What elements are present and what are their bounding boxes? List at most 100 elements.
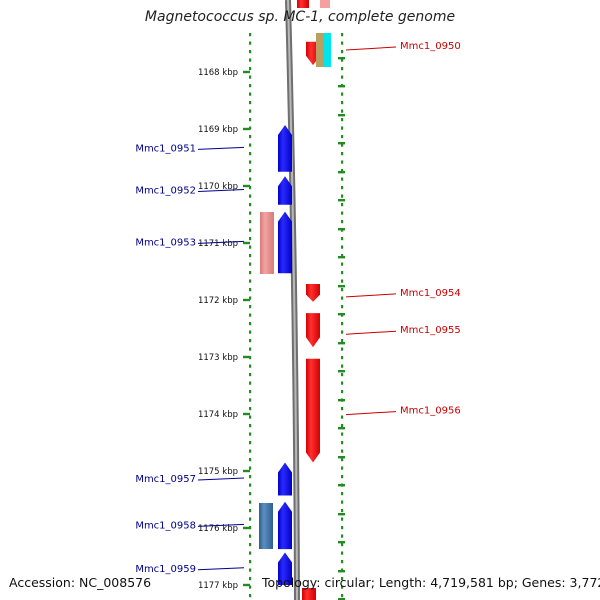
gene-arrow-mmc1_0952[interactable] [278, 176, 292, 205]
left-ruler-dot [249, 194, 252, 198]
right-ruler-dot [341, 220, 344, 224]
right-ruler-dot [341, 415, 344, 419]
feature-pink-block[interactable] [260, 212, 274, 274]
left-ruler-dot [249, 101, 252, 105]
left-ruler-dot [249, 500, 252, 504]
right-ruler-dot [341, 458, 344, 462]
right-ruler-dot [341, 330, 344, 334]
left-ruler-dot [249, 118, 252, 122]
gene-arrow-mmc1_0958[interactable] [278, 501, 292, 550]
scale-label: 1172 kbp [198, 296, 238, 306]
feature-top-pink[interactable] [320, 0, 330, 8]
scale-tick-right [338, 313, 345, 316]
scale-tick-right [338, 199, 345, 202]
right-ruler-dot [341, 475, 344, 479]
right-ruler-dot [341, 135, 344, 139]
right-ruler-dot [341, 41, 344, 45]
left-ruler-dot [249, 560, 252, 564]
gene-arrow-mmc1_0959[interactable] [278, 552, 292, 585]
gene-label-mmc1_0956[interactable]: Mmc1_0956 [400, 406, 461, 417]
gene-label-mmc1_0950[interactable]: Mmc1_0950 [400, 41, 461, 52]
gene-label-mmc1_0951[interactable]: Mmc1_0951 [135, 143, 196, 154]
feature-cyan-block[interactable] [324, 33, 331, 67]
topology-text: Topology: circular; Length: 4,719,581 bp… [262, 575, 600, 590]
right-ruler-dot [341, 262, 344, 266]
scale-label: 1174 kbp [198, 410, 238, 420]
gene-arrow-mmc1_0951[interactable] [278, 125, 292, 172]
scale-tick [243, 469, 250, 473]
gene-label-mmc1_0958[interactable]: Mmc1_0958 [135, 520, 196, 531]
left-ruler-dot [249, 203, 252, 207]
scale-tick [243, 526, 250, 530]
left-ruler-dot [249, 381, 252, 385]
gene-arrow-mmc1_0953[interactable] [278, 211, 292, 274]
scale-tick-right [338, 256, 345, 259]
scale-ruler: 1168 kbp 1169 kbp 1170 kbp 1171 kbp 1172 kbp… [198, 57, 345, 600]
gene-label-mmc1_0959[interactable]: Mmc1_0959 [135, 564, 196, 575]
left-ruler-dot [249, 458, 252, 462]
right-ruler-dot [341, 296, 344, 300]
left-ruler-dot [249, 373, 252, 377]
left-ruler-dot [249, 84, 252, 88]
left-ruler-dot [249, 390, 252, 394]
right-ruler-dot [341, 356, 344, 360]
left-ruler-dot [249, 50, 252, 54]
gene-label-leader [345, 293, 397, 298]
left-ruler-dot [249, 577, 252, 581]
scale-tick-right [338, 570, 345, 573]
scale-tick-right [338, 285, 345, 288]
gene-arrow-mmc1_0956[interactable] [306, 358, 320, 463]
left-ruler-dot [249, 322, 252, 326]
scale-tick-right [338, 427, 345, 430]
gene-labels: Mmc1_0950 Mmc1_0951 Mmc1_0952 Mmc1_0953 Mmc1… [135, 41, 460, 575]
feature-steel-block[interactable] [259, 503, 273, 549]
scale-label: 1171 kbp [198, 239, 238, 249]
right-ruler-dot [341, 211, 344, 215]
left-ruler-dot [249, 279, 252, 283]
gene-label-mmc1_0957[interactable]: Mmc1_0957 [135, 474, 196, 485]
left-ruler-dot [249, 143, 252, 147]
left-ruler-dot [249, 109, 252, 113]
right-ruler-dot [341, 203, 344, 207]
gene-arrow-mmc1_0955[interactable] [306, 313, 320, 348]
left-ruler-dot [249, 475, 252, 479]
scale-tick-right [338, 513, 345, 516]
scale-tick-right [338, 142, 345, 145]
feature-bottom-red[interactable] [302, 588, 316, 600]
left-ruler-dot [249, 169, 252, 173]
left-ruler-dot [249, 424, 252, 428]
gene-label-mmc1_0955[interactable]: Mmc1_0955 [400, 325, 461, 336]
left-ruler-dot [249, 262, 252, 266]
left-ruler-dot [249, 364, 252, 368]
left-ruler-dot [249, 330, 252, 334]
right-ruler-dot [341, 322, 344, 326]
left-ruler-dot [249, 228, 252, 232]
gene-label-mmc1_0954[interactable]: Mmc1_0954 [400, 288, 461, 299]
left-ruler-dot [249, 237, 252, 241]
gene-label-mmc1_0952[interactable]: Mmc1_0952 [135, 186, 196, 197]
right-ruler-dot [341, 560, 344, 564]
left-ruler-dot [249, 220, 252, 224]
scale-tick-right [338, 484, 345, 487]
left-ruler-dot [249, 33, 252, 37]
left-ruler-dot [249, 585, 252, 589]
left-ruler-dot [249, 245, 252, 249]
feature-top-red[interactable] [297, 0, 309, 8]
right-ruler-dot [341, 585, 344, 589]
gene-arrow-mmc1_0957[interactable] [278, 462, 292, 496]
scale-label: 1175 kbp [198, 467, 238, 477]
scale-tick [243, 583, 250, 587]
gene-arrow-mmc1_0954[interactable] [306, 284, 320, 302]
left-ruler-dot [249, 551, 252, 555]
left-ruler-dot [249, 58, 252, 62]
right-ruler-dot [341, 526, 344, 530]
gene-label-mmc1_0953[interactable]: Mmc1_0953 [135, 237, 196, 248]
right-ruler-dot [341, 143, 344, 147]
left-ruler-dot [249, 568, 252, 572]
feature-olive-block[interactable] [316, 33, 325, 67]
right-ruler-dot [341, 126, 344, 130]
right-ruler-dot [341, 339, 344, 343]
left-ruler-dot [249, 75, 252, 79]
left-ruler-dot [249, 398, 252, 402]
